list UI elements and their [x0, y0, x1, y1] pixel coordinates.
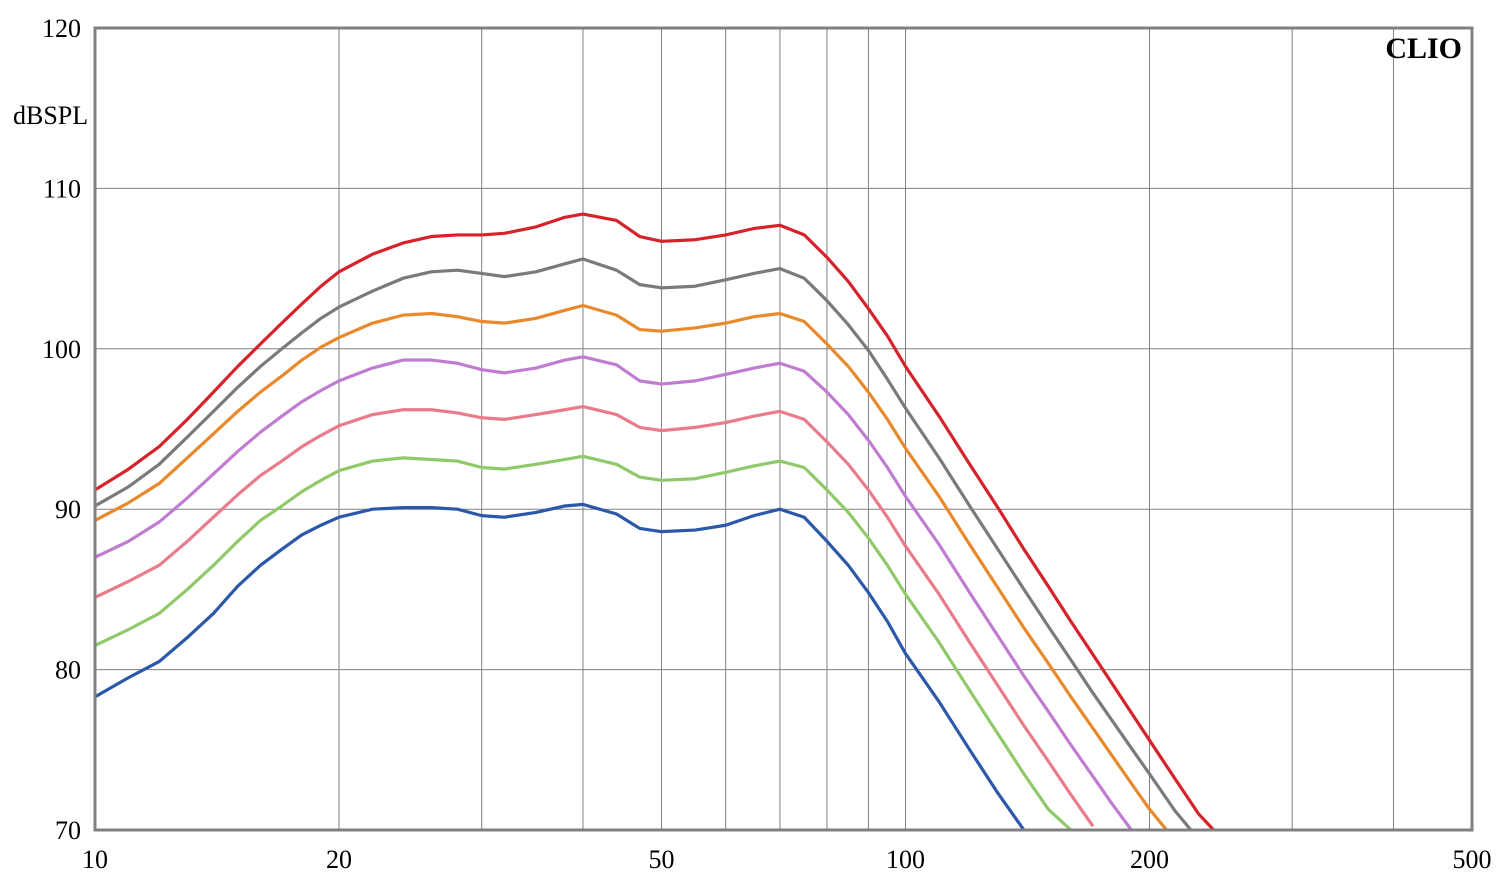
x-tick-label: 20 — [326, 845, 352, 874]
y-tick-label: 110 — [43, 174, 81, 203]
y-tick-label: 100 — [42, 335, 81, 364]
x-tick-label: 100 — [886, 845, 925, 874]
y-tick-label: 70 — [55, 816, 81, 845]
chart-container: 70 80 90 100 110 120 dBSPL 10 20 50 100 200 500 CLIO — [0, 0, 1500, 890]
y-tick-label: 120 — [42, 14, 81, 43]
x-tick-label: 200 — [1130, 845, 1169, 874]
y-tick-label: 90 — [55, 495, 81, 524]
x-tick-label: 500 — [1453, 845, 1492, 874]
y-axis-label: dBSPL — [13, 101, 88, 130]
frequency-response-chart: 70 80 90 100 110 120 dBSPL 10 20 50 100 200 500 CLIO — [0, 0, 1500, 890]
x-tick-label: 50 — [649, 845, 675, 874]
y-tick-label: 80 — [55, 656, 81, 685]
x-tick-label: 10 — [82, 845, 108, 874]
brand-label: CLIO — [1385, 32, 1462, 65]
